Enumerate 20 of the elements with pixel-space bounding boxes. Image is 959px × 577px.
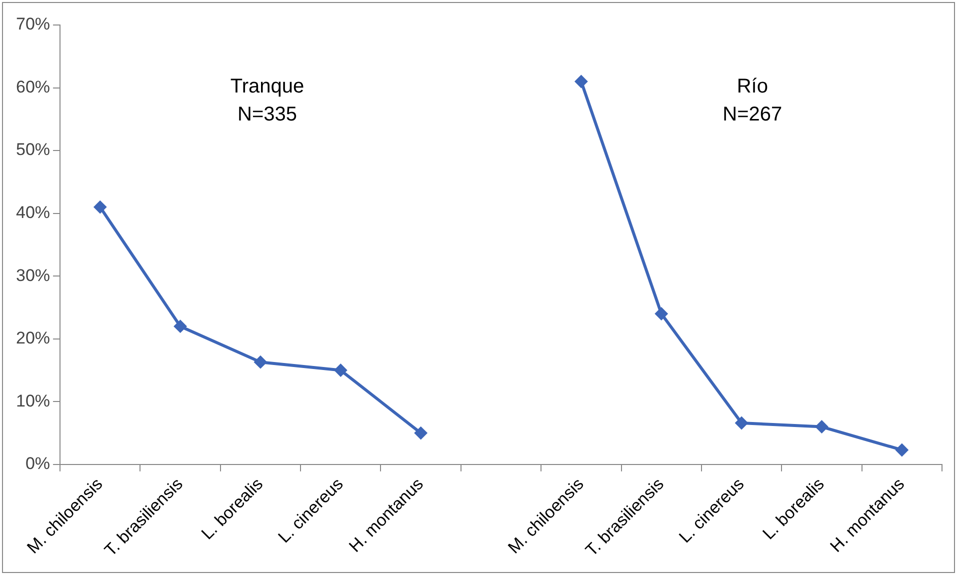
point <box>254 356 267 369</box>
point <box>174 320 187 333</box>
point <box>574 75 588 88</box>
point <box>94 200 107 214</box>
y-tick-label: 50% <box>16 140 50 160</box>
y-tick-label: 30% <box>16 266 50 285</box>
point <box>334 364 348 377</box>
y-tick-label: 60% <box>16 77 50 96</box>
point <box>414 426 428 440</box>
annotation: Tranque N=335 <box>230 76 304 126</box>
y-tick-label: 20% <box>16 328 50 348</box>
y-tick-label: 40% <box>16 203 50 222</box>
point <box>654 307 668 320</box>
y-tick-label: 10% <box>16 391 50 410</box>
y-tick-label: 0% <box>25 454 50 474</box>
y-tick-label: 70% <box>16 14 50 34</box>
point <box>815 420 828 434</box>
annotation: Río N=267 <box>722 76 782 126</box>
point <box>735 416 748 430</box>
point <box>895 443 908 456</box>
